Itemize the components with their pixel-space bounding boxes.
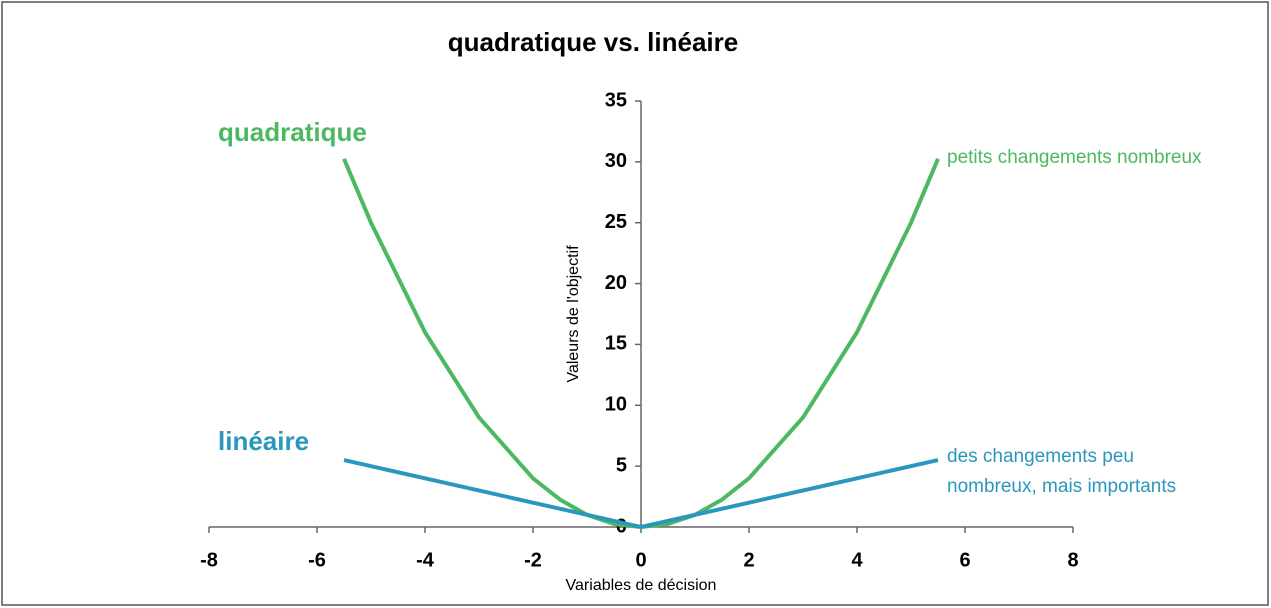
series-label: linéaire [218,426,309,456]
y-tick-label: 15 [605,333,627,355]
annotation: des changements peu [947,446,1134,467]
x-tick-label: 4 [851,549,863,571]
chart-title: quadratique vs. linéaire [448,27,738,57]
x-tick-label: -6 [308,549,326,571]
y-axis-label: Valeurs de l'objectif [565,245,582,383]
x-tick-label: -2 [524,549,542,571]
y-tick-label: 35 [605,89,627,111]
x-tick-label: -8 [200,549,218,571]
y-tick-label: 20 [605,272,627,294]
x-axis-label: Variables de décision [566,577,717,594]
line [343,458,939,529]
x-tick-label: 6 [959,549,970,571]
y-tick-label: 10 [605,394,627,416]
y-tick-label: 25 [605,211,627,233]
x-tick-label: 8 [1067,549,1078,571]
x-tick-label: 0 [635,549,646,571]
series-label: quadratique [218,117,367,147]
x-tick-label: -4 [416,549,435,571]
annotation: nombreux, mais importants [947,476,1176,497]
y-tick-label: 30 [605,150,627,172]
annotation: petits changements nombreux [947,147,1202,168]
y-tick-label: 5 [616,454,627,476]
x-tick-label: 2 [743,549,754,571]
